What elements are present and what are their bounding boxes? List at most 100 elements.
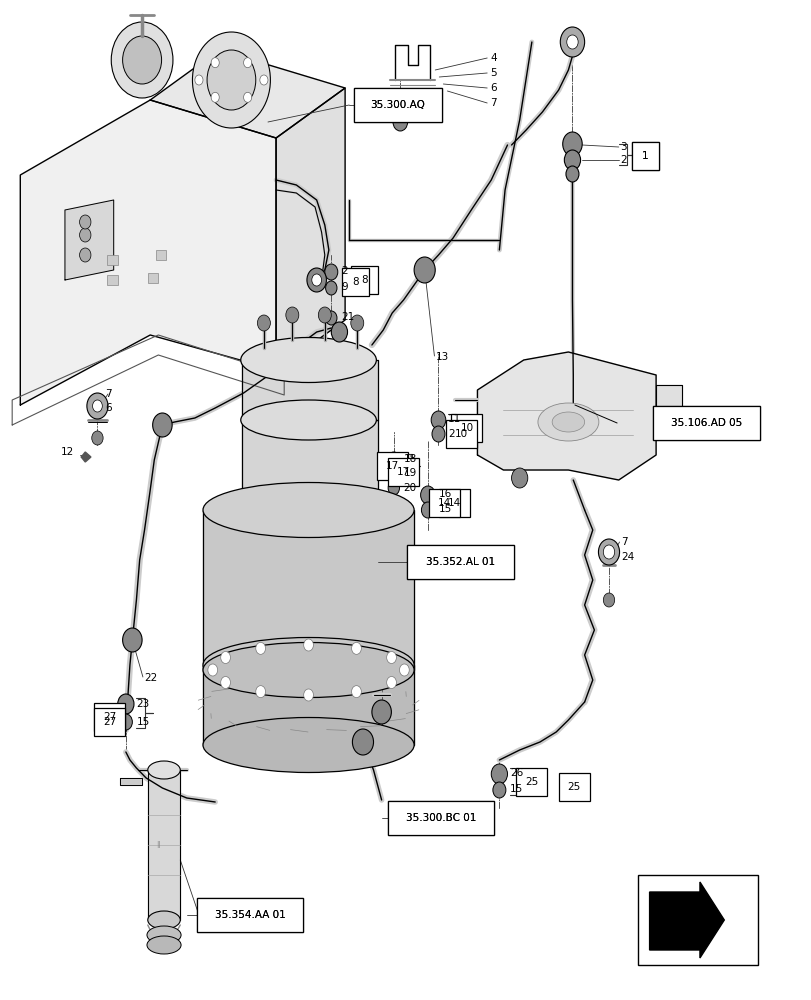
Circle shape — [414, 257, 435, 283]
Circle shape — [387, 452, 400, 468]
FancyBboxPatch shape — [516, 768, 547, 796]
Circle shape — [257, 315, 270, 331]
Circle shape — [311, 274, 321, 286]
Text: 15: 15 — [438, 504, 451, 514]
Text: 1: 1 — [642, 151, 648, 161]
Text: 6: 6 — [105, 403, 112, 413]
Circle shape — [420, 486, 435, 504]
Circle shape — [325, 311, 337, 325]
Circle shape — [566, 35, 577, 49]
Text: 35.352.AL 01: 35.352.AL 01 — [425, 557, 495, 567]
FancyBboxPatch shape — [354, 88, 441, 122]
Text: 35.354.AA 01: 35.354.AA 01 — [214, 910, 285, 920]
Text: 24: 24 — [620, 552, 633, 562]
Text: 4: 4 — [490, 53, 496, 63]
Text: 3: 3 — [620, 142, 626, 152]
Circle shape — [351, 642, 361, 654]
Text: 27: 27 — [103, 712, 116, 722]
Circle shape — [119, 714, 132, 730]
FancyBboxPatch shape — [196, 898, 303, 932]
Circle shape — [255, 686, 265, 698]
Polygon shape — [120, 778, 142, 785]
Text: 17: 17 — [397, 467, 410, 477]
Text: 21: 21 — [341, 312, 354, 322]
Ellipse shape — [203, 718, 414, 772]
Polygon shape — [242, 420, 377, 510]
Circle shape — [371, 700, 391, 724]
Circle shape — [87, 393, 108, 419]
Text: 10: 10 — [454, 429, 467, 439]
Circle shape — [388, 466, 399, 480]
Text: 23: 23 — [136, 699, 149, 709]
FancyBboxPatch shape — [652, 406, 758, 440]
Text: 35.106.AD 05: 35.106.AD 05 — [670, 418, 741, 428]
FancyBboxPatch shape — [558, 773, 589, 801]
Text: 35.300.AQ: 35.300.AQ — [370, 100, 425, 110]
Circle shape — [307, 268, 326, 292]
Polygon shape — [203, 665, 414, 745]
Circle shape — [386, 676, 396, 688]
FancyBboxPatch shape — [631, 142, 659, 170]
Text: 13: 13 — [436, 352, 448, 362]
Circle shape — [352, 729, 373, 755]
Circle shape — [79, 215, 91, 229]
Ellipse shape — [537, 403, 598, 441]
Circle shape — [118, 694, 134, 714]
FancyBboxPatch shape — [428, 489, 459, 517]
Bar — [148, 273, 158, 283]
Polygon shape — [655, 385, 681, 425]
Circle shape — [303, 639, 313, 651]
Circle shape — [79, 248, 91, 262]
Circle shape — [303, 689, 313, 701]
Circle shape — [208, 664, 217, 676]
Text: 2: 2 — [620, 155, 626, 165]
FancyBboxPatch shape — [652, 406, 758, 440]
FancyBboxPatch shape — [439, 489, 470, 517]
Text: 7: 7 — [490, 98, 496, 108]
Circle shape — [603, 545, 614, 559]
Circle shape — [92, 431, 103, 445]
Circle shape — [351, 686, 361, 698]
Text: 19: 19 — [403, 468, 416, 478]
FancyBboxPatch shape — [406, 545, 513, 579]
Ellipse shape — [241, 490, 375, 530]
Text: 35.300.BC 01: 35.300.BC 01 — [406, 813, 475, 823]
Ellipse shape — [147, 936, 181, 954]
Ellipse shape — [241, 400, 375, 440]
Ellipse shape — [148, 911, 180, 929]
Circle shape — [243, 58, 251, 68]
Polygon shape — [242, 360, 377, 420]
FancyBboxPatch shape — [637, 875, 757, 965]
Circle shape — [285, 307, 298, 323]
Circle shape — [388, 481, 399, 495]
FancyBboxPatch shape — [94, 708, 125, 736]
Polygon shape — [81, 452, 91, 462]
Circle shape — [421, 502, 434, 518]
Polygon shape — [649, 882, 723, 958]
Text: 11: 11 — [448, 414, 461, 424]
Text: 35.354.AA 01: 35.354.AA 01 — [214, 910, 285, 920]
Text: 18: 18 — [403, 454, 416, 464]
Circle shape — [318, 307, 331, 323]
Polygon shape — [20, 100, 276, 405]
Text: 25: 25 — [567, 782, 580, 792]
Circle shape — [565, 166, 578, 182]
Circle shape — [255, 642, 265, 654]
Text: 2: 2 — [341, 266, 347, 276]
Text: 15: 15 — [136, 717, 149, 727]
Circle shape — [393, 113, 407, 131]
Circle shape — [324, 264, 337, 280]
Circle shape — [492, 782, 505, 798]
Text: 26: 26 — [509, 768, 522, 778]
Circle shape — [221, 652, 230, 664]
Ellipse shape — [241, 338, 375, 382]
Ellipse shape — [203, 643, 414, 698]
Circle shape — [511, 468, 527, 488]
Circle shape — [564, 150, 580, 170]
Circle shape — [431, 426, 444, 442]
Text: 35.106.AD 05: 35.106.AD 05 — [670, 418, 741, 428]
Circle shape — [192, 32, 270, 128]
Text: 14: 14 — [448, 498, 461, 508]
Ellipse shape — [148, 761, 180, 779]
Circle shape — [152, 413, 172, 437]
